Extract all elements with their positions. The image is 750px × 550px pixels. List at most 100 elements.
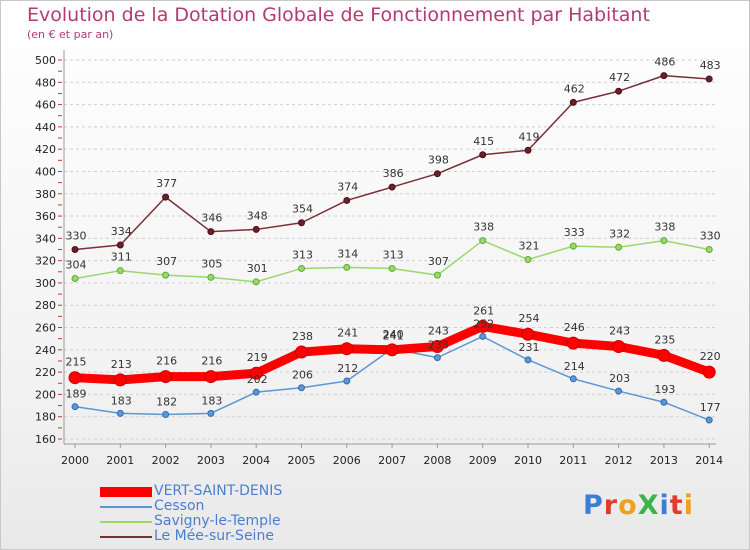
data-point: [343, 263, 351, 271]
data-label: 216: [156, 355, 177, 368]
data-label: 183: [111, 394, 132, 407]
chart-subtitle: (en € et par an): [27, 28, 114, 41]
data-label: 235: [654, 333, 675, 346]
axes: 160 180 200 220 240 260 280 300 320 340 360 380 400 4…: [35, 50, 723, 467]
data-label: 252: [473, 317, 494, 330]
legend-label: Cesson: [154, 498, 205, 514]
data-label: 321: [519, 240, 540, 253]
x-tick-label: 2008: [423, 454, 451, 467]
logo-letter: P: [583, 490, 604, 521]
y-tick-label: 260: [35, 322, 56, 335]
y-tick-label: 460: [35, 99, 56, 112]
data-point: [295, 345, 308, 359]
data-point: [524, 146, 532, 154]
data-label: 348: [247, 209, 268, 222]
data-point: [566, 336, 580, 350]
data-point: [162, 193, 170, 201]
y-tick-label: 480: [35, 76, 56, 89]
data-point: [207, 273, 215, 281]
data-point: [521, 327, 535, 341]
data-label: 354: [292, 203, 313, 216]
y-tick-label: 240: [35, 344, 56, 357]
data-point: [660, 237, 668, 245]
data-label: 220: [700, 350, 721, 363]
y-tick-label: 200: [35, 388, 56, 401]
x-tick-label: 2009: [469, 454, 497, 467]
data-label: 338: [654, 221, 675, 234]
data-point: [71, 403, 79, 411]
y-tick-label: 360: [35, 210, 56, 223]
data-label: 386: [383, 167, 404, 180]
data-label: 215: [66, 356, 87, 369]
data-label: 332: [609, 227, 630, 240]
data-label: 419: [519, 130, 540, 143]
data-label: 212: [337, 362, 358, 375]
data-label: 216: [201, 355, 222, 368]
data-point: [524, 356, 532, 364]
proxiti-logo: ProXiti: [583, 490, 694, 521]
data-point: [569, 375, 577, 383]
data-point: [252, 225, 260, 233]
y-tick-label: 300: [35, 277, 56, 290]
logo-letter: o: [618, 490, 638, 521]
legend-swatch: [100, 487, 152, 497]
x-tick-label: 2002: [152, 454, 180, 467]
data-point: [71, 274, 79, 282]
data-point: [433, 271, 441, 279]
data-label: 415: [473, 135, 494, 148]
grid-lines: [64, 59, 716, 440]
data-point: [116, 267, 124, 275]
data-label: 193: [654, 383, 675, 396]
data-label: 462: [564, 82, 585, 95]
data-label: 213: [111, 358, 132, 371]
data-label: 189: [66, 388, 87, 401]
data-label: 203: [609, 372, 630, 385]
data-point: [343, 196, 351, 204]
legend-label: VERT-SAINT-DENIS: [154, 483, 283, 499]
data-point: [615, 243, 623, 251]
data-point: [657, 348, 671, 362]
logo-letter: i: [659, 490, 670, 521]
data-point: [298, 384, 305, 392]
data-point: [388, 183, 396, 191]
data-point: [612, 339, 626, 353]
data-point: [298, 219, 305, 227]
data-point: [159, 370, 173, 384]
data-point: [298, 264, 305, 272]
data-label: 305: [201, 257, 222, 270]
legend-label: Le Mée-sur-Seine: [154, 528, 274, 544]
data-point: [705, 75, 713, 83]
data-point: [430, 339, 444, 353]
x-tick-label: 2010: [514, 454, 542, 467]
data-label: 346: [201, 212, 222, 225]
chart-title: Evolution de la Dotation Globale de Fonc…: [27, 4, 650, 26]
data-label: 338: [473, 221, 494, 234]
x-tick-label: 2014: [695, 454, 723, 467]
y-tick-label: 420: [35, 143, 56, 156]
legend-swatch: [100, 506, 152, 508]
data-label: 202: [247, 373, 268, 386]
data-point: [702, 365, 716, 379]
data-point: [252, 388, 260, 396]
data-label: 398: [428, 154, 449, 167]
data-label: 472: [609, 71, 630, 84]
data-label: 177: [700, 401, 721, 414]
x-tick-label: 2007: [378, 454, 406, 467]
data-point: [162, 271, 170, 279]
x-tick-label: 2013: [650, 454, 678, 467]
data-point: [479, 151, 487, 159]
x-tick-label: 2003: [197, 454, 225, 467]
data-label: 241: [337, 327, 358, 340]
y-tick-label: 440: [35, 121, 56, 134]
data-label: 313: [292, 248, 313, 261]
y-tick-label: 500: [35, 54, 56, 67]
data-label: 214: [564, 360, 585, 373]
data-point: [71, 246, 79, 253]
data-label: 243: [609, 324, 630, 337]
y-tick-label: 400: [35, 165, 56, 178]
data-label: 240: [383, 328, 404, 341]
data-point: [207, 228, 215, 236]
data-label: 330: [700, 230, 721, 243]
